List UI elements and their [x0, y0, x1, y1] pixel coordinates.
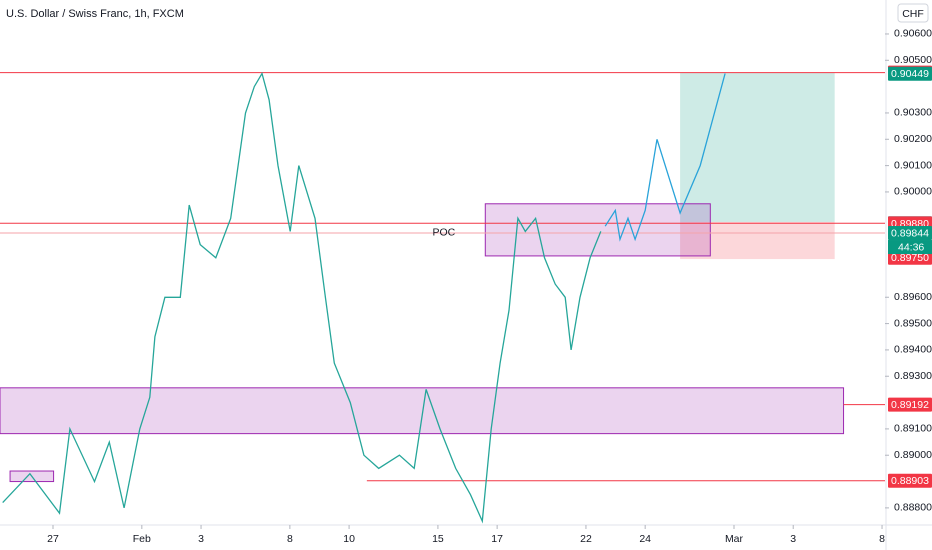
price-badge-label: 0.88903 [891, 475, 929, 487]
countdown: 44:36 [898, 241, 924, 253]
x-tick-label: 17 [491, 533, 503, 545]
y-tick-label: 0.90100 [894, 159, 932, 171]
price-badge-label: 0.89750 [891, 252, 929, 264]
price-badge [888, 397, 932, 412]
y-tick-label: 0.90500 [894, 54, 932, 66]
y-tick-label: 0.90000 [894, 186, 932, 198]
y-tick-label: 0.89400 [894, 344, 932, 356]
x-tick-label: 3 [198, 533, 204, 545]
price-badge-label: 0.89192 [891, 399, 929, 411]
y-tick-label: 0.89300 [894, 370, 932, 382]
x-tick-label: 10 [343, 533, 355, 545]
y-tick-label: 0.89600 [894, 291, 932, 303]
x-tick-label: 22 [580, 533, 592, 545]
y-tick-label: 0.88800 [894, 502, 932, 514]
price-badge [888, 66, 932, 81]
y-tick-label: 0.89100 [894, 423, 932, 435]
x-tick-label: 15 [432, 533, 444, 545]
x-tick-label: 8 [287, 533, 293, 545]
chart-title: U.S. Dollar / Swiss Franc, 1h, FXCM [6, 8, 184, 20]
price-badge-label: 0.90449 [891, 68, 929, 80]
y-tick-label: 0.89000 [894, 449, 932, 461]
price-badge [888, 250, 932, 265]
currency-button[interactable] [897, 3, 929, 23]
price-badge [888, 226, 932, 241]
x-tick-label: Feb [133, 533, 151, 545]
y-tick-label: 0.90300 [894, 107, 932, 119]
price-badge-label: 0.89844 [891, 227, 929, 239]
price-badge [888, 473, 932, 488]
price-line [2, 71, 602, 524]
y-tick-label: 0.89500 [894, 317, 932, 329]
zone-box [0, 387, 845, 435]
zone-box [484, 203, 711, 257]
x-tick-label: 8 [879, 533, 885, 545]
x-tick-label: Mar [725, 533, 744, 545]
x-tick-label: 27 [47, 533, 59, 545]
price-line [604, 73, 726, 242]
currency-label[interactable]: CHF [902, 8, 924, 20]
annotation: POC [432, 227, 455, 239]
y-tick-label: 0.90200 [894, 133, 932, 145]
target-zone [680, 72, 835, 222]
countdown-badge [888, 240, 932, 255]
x-tick-label: 24 [639, 533, 651, 545]
x-tick-label: 3 [790, 533, 796, 545]
stop-zone [680, 221, 835, 260]
y-tick-label: 0.90600 [894, 28, 932, 40]
